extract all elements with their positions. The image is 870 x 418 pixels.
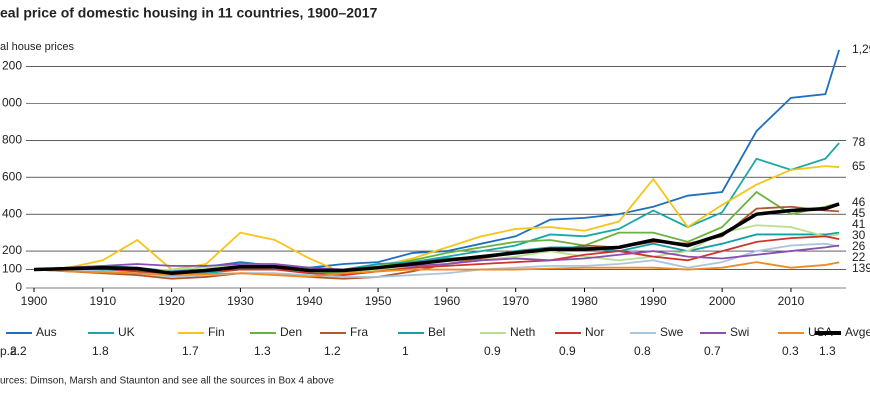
x-tick-label: 1920 bbox=[158, 294, 185, 308]
end-label: 41 bbox=[852, 217, 866, 231]
x-tick-label: 1940 bbox=[296, 294, 323, 308]
line bbox=[33, 165, 840, 275]
pa-value: 2.2 bbox=[10, 344, 27, 358]
end-label: 139 bbox=[852, 261, 870, 275]
y-tick-label: 200 bbox=[2, 59, 22, 73]
x-tick-label: 2010 bbox=[778, 294, 805, 308]
pa-label: p.a. bbox=[0, 344, 20, 358]
line bbox=[33, 202, 840, 275]
end-label: 30 bbox=[852, 228, 866, 242]
legend-label: Avge bbox=[845, 325, 870, 339]
x-tick-label: 1970 bbox=[502, 294, 529, 308]
source: urces: Dimson, Marsh and Staunton and se… bbox=[0, 376, 335, 387]
y-tick-label: 400 bbox=[2, 206, 22, 220]
pa-value: 1 bbox=[402, 344, 409, 358]
x-tick-label: 1950 bbox=[365, 294, 392, 308]
legend-label: UK bbox=[118, 325, 135, 339]
pa-value: 0.7 bbox=[704, 344, 721, 358]
y-tick-label: 800 bbox=[2, 132, 22, 146]
line bbox=[33, 244, 840, 271]
x-tick-label: 2000 bbox=[709, 294, 736, 308]
pa-value: 0.8 bbox=[634, 344, 651, 358]
end-label: 65 bbox=[852, 159, 866, 173]
legend-label: Nor bbox=[585, 325, 604, 339]
pa-value: 1.3 bbox=[254, 344, 271, 358]
legend-label: Aus bbox=[36, 325, 57, 339]
end-label: 22 bbox=[852, 250, 866, 264]
pa-value: 1.3 bbox=[819, 344, 836, 358]
pa-value: 0.3 bbox=[782, 344, 799, 358]
legend-label: Fra bbox=[350, 325, 368, 339]
y-axis-label: al house prices bbox=[0, 41, 74, 53]
x-tick-label: 1990 bbox=[640, 294, 667, 308]
y-tick-label: 100 bbox=[2, 262, 22, 276]
x-tick-label: 1960 bbox=[434, 294, 461, 308]
legend-label: Bel bbox=[428, 325, 445, 339]
pa-value: 1.7 bbox=[182, 344, 199, 358]
end-label: 78 bbox=[852, 135, 866, 149]
legend-label: Swi bbox=[730, 325, 749, 339]
line bbox=[33, 49, 840, 273]
x-tick-label: 1910 bbox=[89, 294, 116, 308]
legend-label: Fin bbox=[208, 325, 225, 339]
x-tick-label: 1980 bbox=[571, 294, 598, 308]
y-tick-label: 600 bbox=[2, 169, 22, 183]
legend-label: Swe bbox=[660, 325, 684, 339]
end-label: 45 bbox=[852, 206, 866, 220]
y-tick-label: 000 bbox=[2, 96, 22, 110]
pa-value: 1.2 bbox=[324, 344, 341, 358]
end-label: 26 bbox=[852, 239, 866, 253]
pa-value: 1.8 bbox=[92, 344, 109, 358]
x-tick-label: 1900 bbox=[21, 294, 48, 308]
pa-value: 0.9 bbox=[559, 344, 576, 358]
end-label: 1,29 bbox=[852, 42, 870, 56]
pa-value: 0.9 bbox=[484, 344, 501, 358]
y-tick-label: 200 bbox=[2, 243, 22, 257]
x-tick-label: 1930 bbox=[227, 294, 254, 308]
chart-title: eal price of domestic housing in 11 coun… bbox=[0, 5, 378, 21]
legend-label: Neth bbox=[510, 325, 535, 339]
y-tick-label: 0 bbox=[15, 280, 22, 294]
line bbox=[33, 261, 840, 278]
line bbox=[33, 242, 840, 278]
legend-label: Den bbox=[280, 325, 302, 339]
end-label: 46 bbox=[852, 195, 866, 209]
